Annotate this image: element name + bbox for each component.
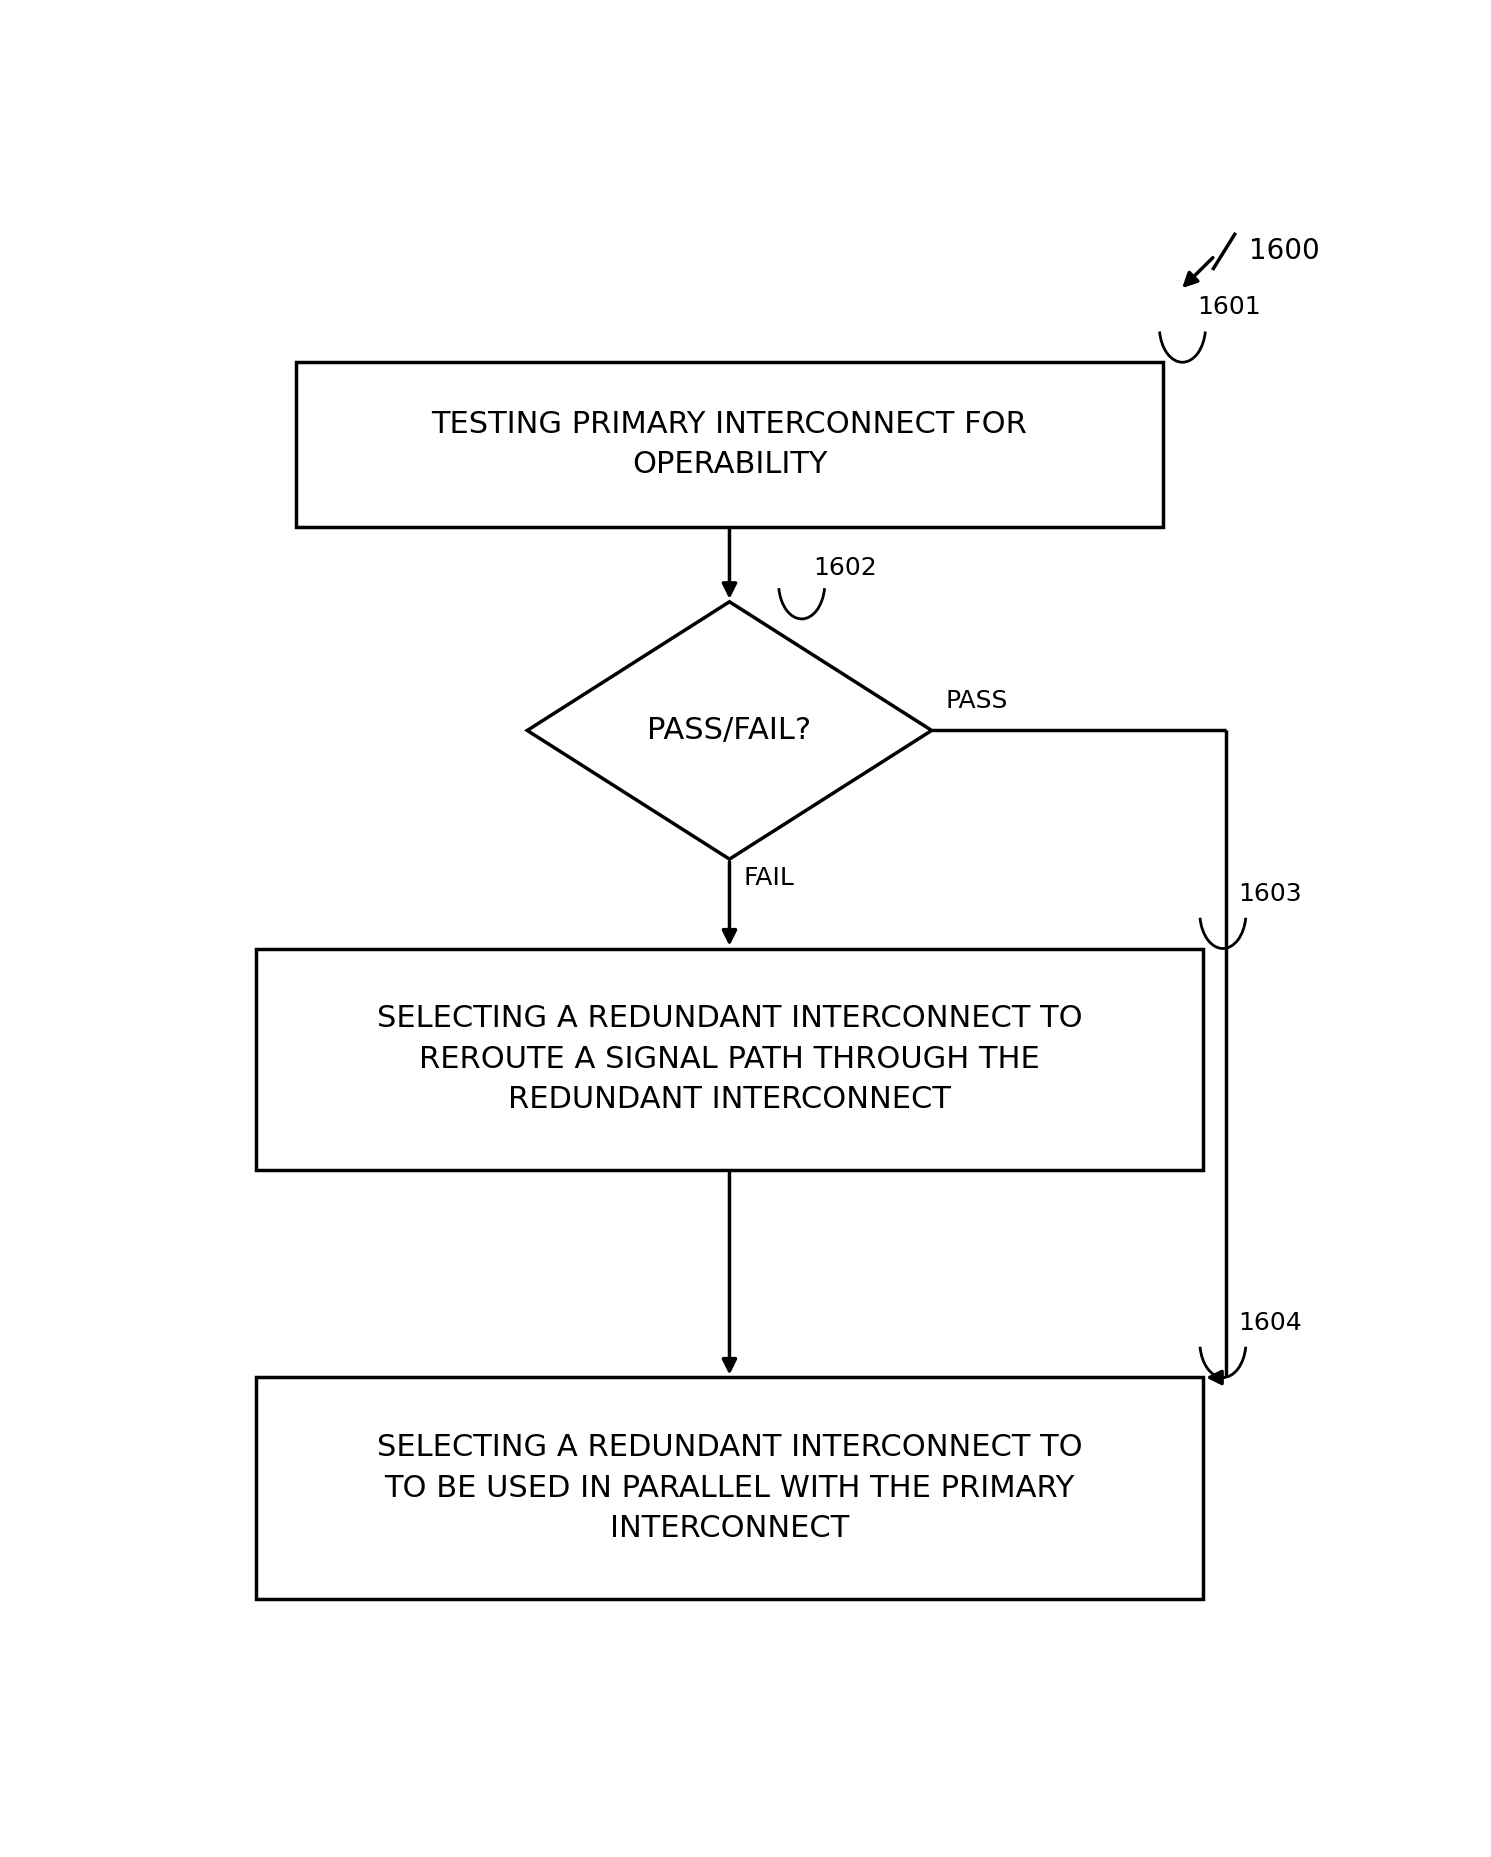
Text: 1600: 1600 (1249, 238, 1320, 266)
Text: 1603: 1603 (1238, 882, 1302, 906)
Polygon shape (528, 602, 932, 860)
FancyBboxPatch shape (297, 362, 1163, 527)
Text: 1604: 1604 (1238, 1311, 1302, 1335)
Text: TESTING PRIMARY INTERCONNECT FOR
OPERABILITY: TESTING PRIMARY INTERCONNECT FOR OPERABI… (431, 410, 1027, 479)
Text: PASS: PASS (945, 689, 1008, 713)
Text: 1602: 1602 (813, 557, 877, 579)
FancyBboxPatch shape (256, 1378, 1203, 1599)
Text: SELECTING A REDUNDANT INTERCONNECT TO
REROUTE A SIGNAL PATH THROUGH THE
REDUNDAN: SELECTING A REDUNDANT INTERCONNECT TO RE… (377, 1005, 1082, 1114)
Text: FAIL: FAIL (744, 865, 795, 890)
FancyBboxPatch shape (256, 949, 1203, 1170)
Text: 1601: 1601 (1197, 295, 1261, 319)
Text: SELECTING A REDUNDANT INTERCONNECT TO
TO BE USED IN PARALLEL WITH THE PRIMARY
IN: SELECTING A REDUNDANT INTERCONNECT TO TO… (377, 1434, 1082, 1543)
Text: PASS/FAIL?: PASS/FAIL? (647, 717, 811, 745)
